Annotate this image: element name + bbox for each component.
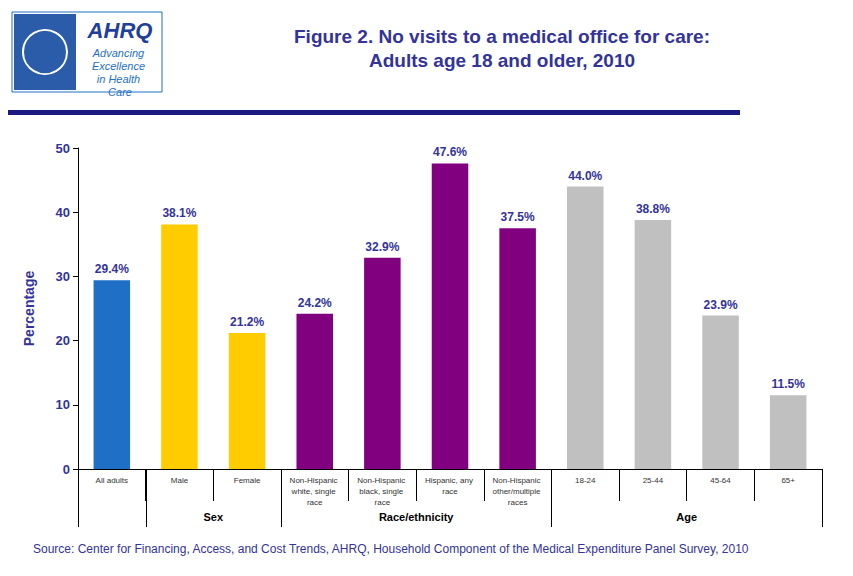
- svg-text:38.8%: 38.8%: [636, 202, 670, 216]
- svg-text:race: race: [442, 487, 458, 496]
- svg-text:other/multiple: other/multiple: [493, 487, 543, 496]
- svg-text:Male: Male: [171, 476, 189, 485]
- svg-text:Race/ethnicity: Race/ethnicity: [379, 511, 454, 523]
- svg-text:18-24: 18-24: [575, 476, 596, 485]
- svg-text:Adults age 18 and older, 2010: Adults age 18 and older, 2010: [369, 50, 635, 71]
- svg-text:29.4%: 29.4%: [95, 262, 129, 276]
- svg-text:Hispanic, any: Hispanic, any: [425, 476, 475, 485]
- svg-text:11.5%: 11.5%: [771, 377, 805, 391]
- svg-text:race: race: [307, 498, 323, 507]
- svg-text:30: 30: [56, 269, 70, 284]
- svg-text:Figure 2. No visits to a medic: Figure 2. No visits to a medical office …: [294, 26, 710, 47]
- svg-text:45-64: 45-64: [710, 476, 731, 485]
- svg-text:47.6%: 47.6%: [433, 145, 467, 159]
- svg-text:Source: Center for Financing,: Source: Center for Financing, Access, an…: [33, 542, 749, 556]
- svg-text:65+: 65+: [781, 476, 795, 485]
- svg-text:race: race: [375, 498, 391, 507]
- svg-text:All adults: All adults: [96, 476, 128, 485]
- svg-text:races: races: [508, 498, 528, 507]
- svg-text:Excellence: Excellence: [92, 60, 148, 72]
- svg-text:Sex: Sex: [203, 511, 223, 523]
- svg-text:Non-Hispanic: Non-Hispanic: [290, 476, 340, 485]
- svg-text:50: 50: [56, 141, 70, 156]
- svg-text:Age: Age: [676, 511, 697, 523]
- svg-text:black, single: black, single: [359, 487, 405, 496]
- svg-text:0: 0: [63, 462, 70, 477]
- svg-text:24.2%: 24.2%: [298, 296, 332, 310]
- svg-text:white, single: white, single: [291, 487, 338, 496]
- svg-text:in Health: in Health: [97, 73, 143, 85]
- svg-text:25-44: 25-44: [643, 476, 664, 485]
- svg-text:23.9%: 23.9%: [704, 298, 738, 312]
- svg-text:32.9%: 32.9%: [365, 240, 399, 254]
- svg-text:Non-Hispanic: Non-Hispanic: [493, 476, 543, 485]
- svg-text:10: 10: [56, 397, 70, 412]
- svg-text:37.5%: 37.5%: [501, 210, 535, 224]
- svg-text:20: 20: [56, 333, 70, 348]
- svg-text:AHRQ: AHRQ: [87, 18, 153, 43]
- svg-text:Non-Hispanic: Non-Hispanic: [357, 476, 407, 485]
- svg-text:40: 40: [56, 205, 70, 220]
- svg-text:Advancing: Advancing: [92, 47, 147, 59]
- svg-text:38.1%: 38.1%: [162, 206, 196, 220]
- svg-text:Percentage: Percentage: [21, 271, 37, 347]
- svg-text:21.2%: 21.2%: [230, 315, 264, 329]
- svg-text:44.0%: 44.0%: [568, 169, 602, 183]
- svg-text:Female: Female: [234, 476, 261, 485]
- svg-text:Care: Care: [108, 86, 132, 98]
